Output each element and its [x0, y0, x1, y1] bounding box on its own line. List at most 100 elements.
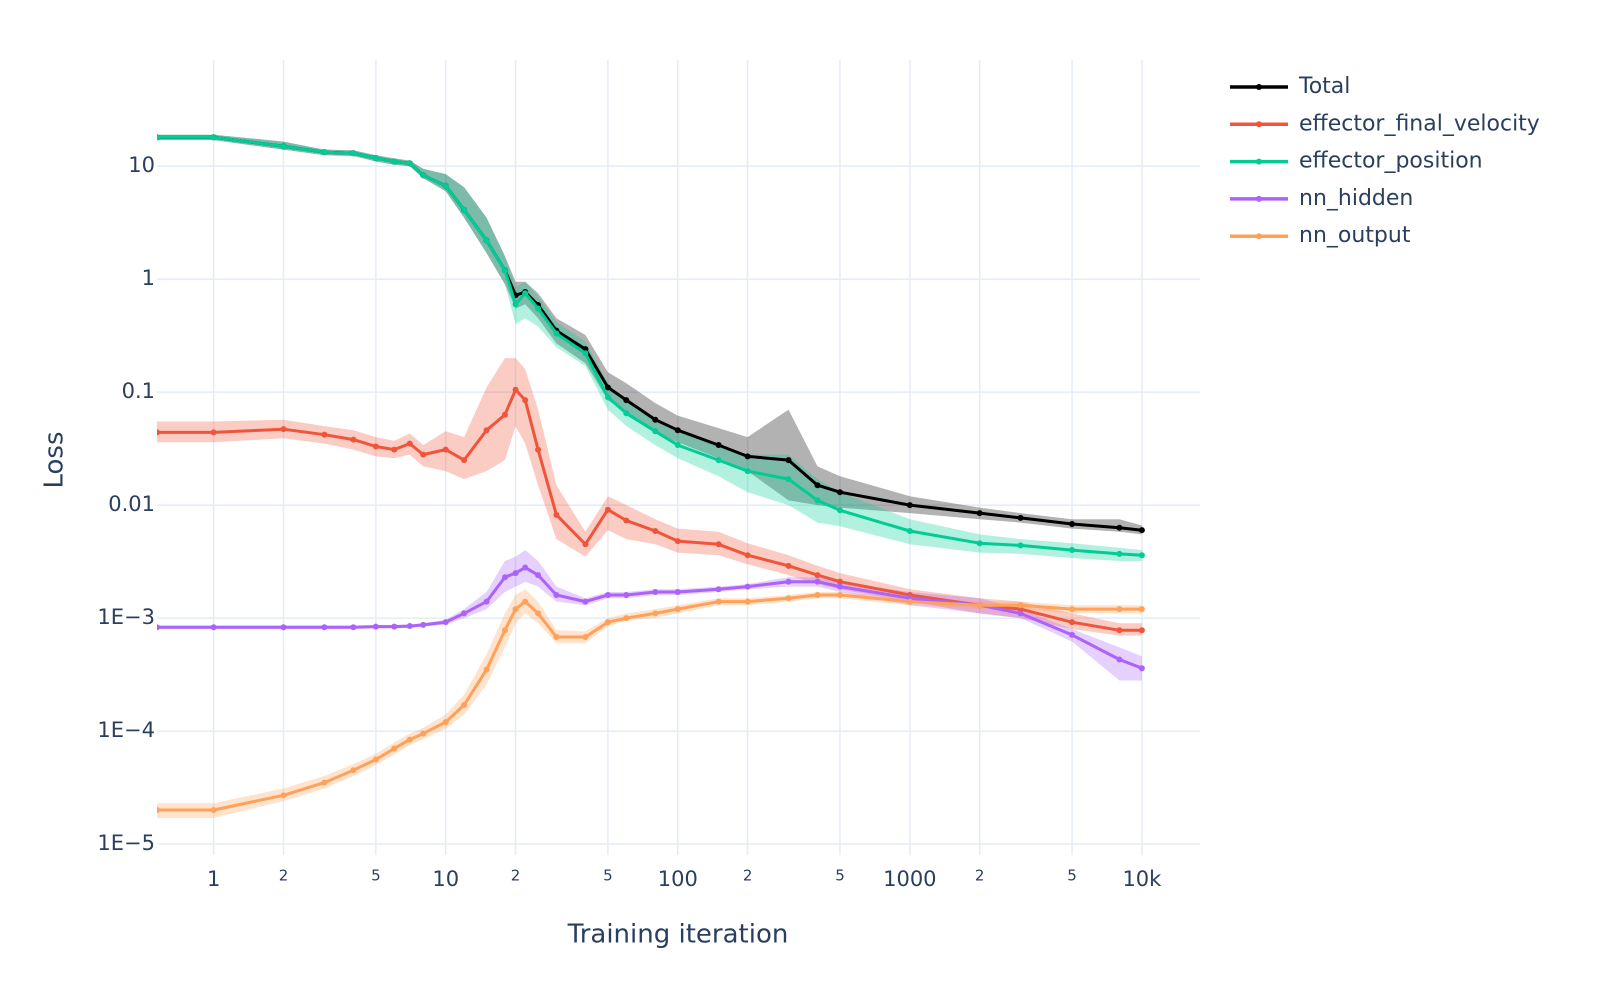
data-point — [553, 511, 560, 518]
x-tick-label: 10k — [1122, 867, 1162, 891]
data-point — [715, 457, 722, 464]
legend-label: Total — [1298, 74, 1350, 99]
legend-marker — [1256, 233, 1262, 240]
error-band — [157, 134, 1142, 535]
data-point — [210, 807, 217, 814]
data-point — [442, 182, 449, 189]
data-point — [522, 598, 529, 605]
data-point — [321, 624, 328, 631]
error-band — [157, 589, 1142, 818]
data-point — [512, 386, 519, 393]
data-point — [321, 431, 328, 438]
data-point — [1116, 550, 1123, 557]
data-point — [420, 172, 427, 179]
data-point — [350, 150, 357, 157]
data-point — [522, 564, 529, 571]
data-point — [461, 206, 468, 213]
data-point — [604, 384, 611, 391]
data-point — [280, 143, 287, 150]
data-point — [406, 160, 413, 167]
x-tick-label: 1 — [207, 867, 220, 891]
data-point — [744, 583, 751, 590]
data-point — [814, 592, 821, 599]
legend-label: nn_output — [1299, 223, 1411, 248]
y-axis-title: Loss — [40, 431, 70, 488]
data-point — [652, 416, 659, 423]
grid — [157, 60, 1200, 855]
data-point — [744, 552, 751, 559]
data-point — [1138, 627, 1145, 634]
x-tick-label: 2 — [511, 867, 521, 885]
data-point — [372, 756, 379, 763]
data-point — [321, 779, 328, 786]
data-point — [442, 446, 449, 453]
data-point — [1138, 665, 1145, 672]
data-point — [674, 538, 681, 545]
data-point — [785, 595, 792, 602]
data-point — [420, 621, 427, 628]
legend-marker — [1256, 121, 1262, 128]
data-point — [210, 429, 217, 436]
data-point — [715, 442, 722, 449]
data-point — [372, 155, 379, 162]
data-point — [1069, 606, 1076, 613]
data-point — [1017, 514, 1024, 521]
data-point — [715, 598, 722, 605]
data-point — [906, 598, 913, 605]
data-point — [483, 666, 490, 673]
x-tick-label: 100 — [658, 867, 698, 891]
data-point — [391, 446, 398, 453]
data-point — [623, 397, 630, 404]
data-point — [553, 330, 560, 337]
data-point — [501, 574, 508, 581]
data-point — [512, 606, 519, 613]
data-point — [442, 619, 449, 626]
data-point — [623, 517, 630, 524]
data-point — [1017, 602, 1024, 609]
data-point — [157, 429, 160, 436]
data-point — [623, 410, 630, 417]
data-point — [582, 598, 589, 605]
x-axis-title: Training iteration — [567, 920, 789, 950]
data-point — [350, 624, 357, 631]
data-point — [652, 527, 659, 534]
x-tick-label: 2 — [743, 867, 753, 885]
data-point — [1138, 552, 1145, 559]
data-point — [483, 237, 490, 244]
legend-marker — [1256, 158, 1262, 165]
data-point — [976, 602, 983, 609]
data-point — [652, 589, 659, 596]
x-tick-label: 2 — [975, 867, 985, 885]
data-point — [372, 443, 379, 450]
data-point — [461, 457, 468, 464]
data-point — [652, 428, 659, 435]
data-point — [906, 527, 913, 534]
data-point — [1116, 656, 1123, 663]
plot-area — [157, 134, 1145, 818]
data-point — [280, 624, 287, 631]
data-point — [1116, 627, 1123, 634]
data-point — [461, 702, 468, 709]
y-tick-label: 1 — [142, 266, 155, 290]
data-point — [814, 482, 821, 489]
data-point — [836, 489, 843, 496]
data-point — [1069, 619, 1076, 626]
data-point — [406, 736, 413, 743]
data-point — [604, 619, 611, 626]
data-point — [906, 502, 913, 509]
data-point — [535, 572, 542, 579]
data-point — [210, 624, 217, 631]
x-tick-label: 5 — [1067, 867, 1077, 885]
data-point — [604, 506, 611, 513]
legend-label: effector_final_velocity — [1299, 111, 1540, 136]
data-point — [391, 623, 398, 630]
data-point — [652, 610, 659, 617]
data-point — [157, 807, 160, 814]
data-point — [715, 541, 722, 548]
data-point — [715, 586, 722, 593]
data-point — [604, 592, 611, 599]
data-point — [553, 592, 560, 599]
data-point — [535, 305, 542, 312]
data-point — [483, 598, 490, 605]
